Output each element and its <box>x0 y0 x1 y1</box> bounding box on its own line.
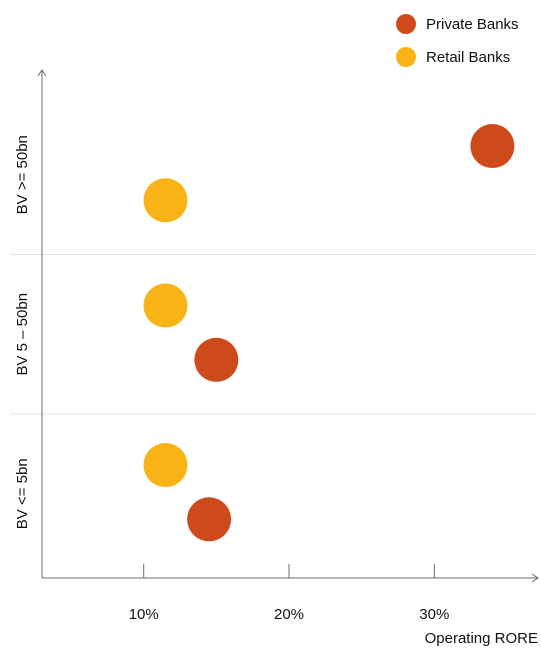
legend-label-retail-banks: Retail Banks <box>426 48 511 66</box>
y-axis-arrow <box>37 69 47 77</box>
legend-item-private-banks: Private Banks <box>396 13 519 35</box>
data-point <box>143 283 188 328</box>
data-point <box>194 337 239 382</box>
data-point <box>143 443 188 488</box>
data-point <box>187 497 232 542</box>
x-tick-label: 30% <box>419 606 449 623</box>
band-label: BV 5 – 50bn <box>14 293 31 376</box>
data-point <box>143 178 188 223</box>
x-tick-label: 10% <box>129 606 159 623</box>
legend-label-private-banks: Private Banks <box>426 15 519 33</box>
legend-item-retail-banks: Retail Banks <box>396 46 519 68</box>
band-label: BV <= 5bn <box>14 458 31 529</box>
data-point <box>470 124 515 169</box>
band-label: BV >= 50bn <box>14 135 31 214</box>
legend: Private Banks Retail Banks <box>396 13 519 79</box>
legend-swatch-retail-banks <box>396 47 416 67</box>
legend-swatch-private-banks <box>396 14 416 34</box>
x-axis-title: Operating RORE <box>425 630 538 647</box>
x-tick-label: 20% <box>274 606 304 623</box>
x-axis-arrow <box>531 573 539 583</box>
